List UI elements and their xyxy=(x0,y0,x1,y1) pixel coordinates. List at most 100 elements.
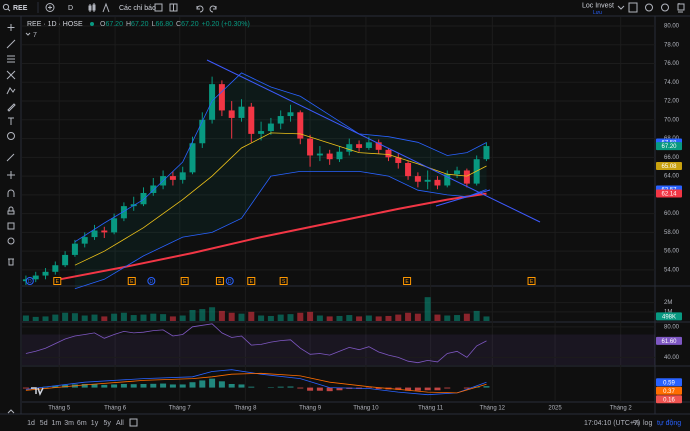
y-tick-label: 40.00 xyxy=(664,355,680,361)
macd-histogram xyxy=(140,384,147,388)
macd-line xyxy=(25,372,487,394)
hide-tool[interactable] xyxy=(7,237,15,245)
volume-bar xyxy=(81,315,88,321)
indicator-icon[interactable] xyxy=(102,2,110,13)
layout-icon[interactable] xyxy=(154,3,163,12)
compare-icon[interactable] xyxy=(45,3,55,12)
range-button[interactable]: 5y xyxy=(103,420,111,427)
interval[interactable]: D xyxy=(68,5,73,12)
event-marker[interactable] xyxy=(180,277,189,285)
range-button[interactable]: 3m xyxy=(64,420,74,427)
event-marker[interactable] xyxy=(279,277,288,285)
macd-histogram xyxy=(189,382,196,388)
volume-bar xyxy=(189,310,196,321)
volume-bar xyxy=(101,316,108,321)
indicators-button[interactable]: Các chỉ báo xyxy=(119,4,156,12)
volume-bar xyxy=(238,313,245,321)
event-label: E xyxy=(530,279,534,285)
event-marker[interactable] xyxy=(25,277,34,285)
log-toggle[interactable]: log xyxy=(643,420,652,427)
volume-bar xyxy=(169,316,176,321)
event-marker[interactable] xyxy=(247,277,256,285)
event-marker[interactable] xyxy=(215,277,224,285)
range-button[interactable]: 5d xyxy=(40,420,48,427)
undo-icon[interactable] xyxy=(196,5,204,13)
macd-histogram xyxy=(444,387,451,389)
crosshair-tool[interactable] xyxy=(7,24,15,31)
event-label: S xyxy=(282,279,286,285)
event-label: E xyxy=(130,279,134,285)
forecast-tool[interactable] xyxy=(6,87,16,95)
fib-tool[interactable] xyxy=(7,55,15,63)
account-dropdown[interactable] xyxy=(617,5,625,10)
y-tick-label: 64.00 xyxy=(664,174,680,180)
event-marker[interactable] xyxy=(147,277,156,285)
auto-toggle[interactable]: tự động xyxy=(657,420,681,427)
range-button[interactable]: 1y xyxy=(91,420,99,427)
range-button[interactable]: All xyxy=(116,420,124,427)
range-button[interactable]: 6m xyxy=(77,420,87,427)
pattern-tool[interactable] xyxy=(6,70,16,80)
candle-body xyxy=(297,112,304,139)
trendline-tool[interactable] xyxy=(6,39,16,49)
event-marker[interactable] xyxy=(403,277,412,285)
lock-all-tool[interactable] xyxy=(7,222,15,230)
brush-tool[interactable] xyxy=(7,103,16,112)
fullscreen-icon[interactable] xyxy=(677,3,685,13)
event-marker[interactable] xyxy=(225,277,234,285)
volume-bar xyxy=(150,313,157,321)
text-tool[interactable] xyxy=(8,117,14,125)
volume-bar xyxy=(130,315,137,321)
price-tag-label: 65.08 xyxy=(661,164,677,170)
macd-histogram xyxy=(199,380,206,388)
volume-bar xyxy=(356,316,363,321)
macd-histogram xyxy=(405,387,412,391)
range-button[interactable]: 1d xyxy=(27,420,35,427)
x-tick-label: 2025 xyxy=(548,406,562,412)
settings-icon[interactable] xyxy=(661,3,669,12)
candle-body xyxy=(307,138,314,156)
y-tick-label: 80.00 xyxy=(664,324,680,330)
macd-histogram xyxy=(62,384,69,388)
volume-bar xyxy=(405,312,412,321)
redo-icon[interactable] xyxy=(209,5,217,13)
chart-type-icon[interactable] xyxy=(88,3,96,12)
range-button[interactable]: 1m xyxy=(52,420,62,427)
object-tree[interactable] xyxy=(7,409,15,414)
symbol[interactable]: REE xyxy=(13,5,28,12)
magnet-tool[interactable] xyxy=(7,189,15,197)
save-label[interactable]: Lưu xyxy=(593,10,602,16)
price-tag-label: 0.59 xyxy=(663,380,675,386)
replay-icon[interactable] xyxy=(645,3,653,12)
search-icon[interactable] xyxy=(2,3,10,11)
volume-bar xyxy=(483,316,490,321)
logo xyxy=(31,387,44,396)
template-icon[interactable] xyxy=(169,3,178,12)
event-label: D xyxy=(228,279,232,285)
zoom-tool[interactable] xyxy=(7,171,15,179)
volume-bar xyxy=(414,313,421,321)
lock-tool[interactable] xyxy=(7,206,15,215)
delete-tool[interactable] xyxy=(8,258,14,266)
indicator-count[interactable]: 7 xyxy=(33,32,37,39)
candle-body xyxy=(150,185,157,193)
trend-line[interactable] xyxy=(435,189,491,207)
grid xyxy=(22,17,655,402)
alert-icon[interactable] xyxy=(628,2,638,13)
clock: 17:04:10 (UTC+7) xyxy=(584,420,640,427)
x-tick-label: Tháng 8 xyxy=(234,406,257,412)
event-marker[interactable] xyxy=(527,277,536,285)
event-marker[interactable] xyxy=(127,277,136,285)
measure-tool[interactable] xyxy=(6,153,15,162)
macd-histogram xyxy=(316,387,323,391)
account-name[interactable]: Loc Invest xyxy=(582,2,614,9)
percent-toggle[interactable]: % xyxy=(633,420,639,427)
event-marker[interactable] xyxy=(53,277,62,285)
macd-histogram xyxy=(169,384,176,388)
collapse-indicators[interactable] xyxy=(25,32,31,36)
volume-bar xyxy=(297,312,304,321)
go-to-date[interactable] xyxy=(129,418,138,427)
trend-line[interactable] xyxy=(206,59,541,223)
emoji-tool[interactable] xyxy=(7,132,15,140)
